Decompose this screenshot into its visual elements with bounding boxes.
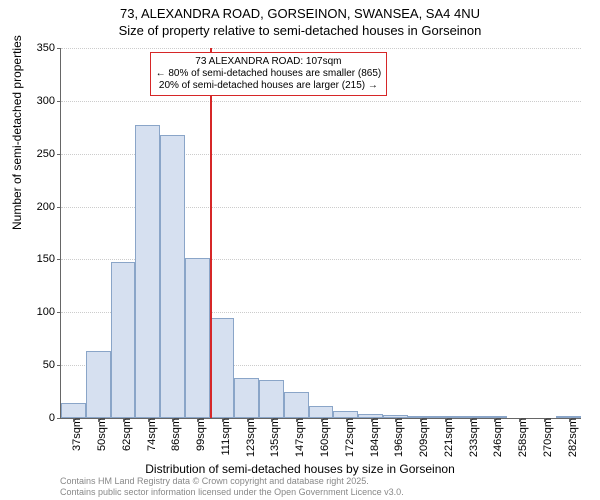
title-line-2: Size of property relative to semi-detach… bbox=[0, 23, 600, 40]
xtick-label: 111sqm bbox=[216, 418, 232, 456]
xtick-label: 123sqm bbox=[241, 418, 257, 457]
histogram-bar bbox=[111, 262, 136, 418]
annotation-line-3: 20% of semi-detached houses are larger (… bbox=[156, 80, 382, 92]
histogram-bar bbox=[135, 125, 160, 418]
ytick-label: 250 bbox=[37, 148, 61, 160]
histogram-bar bbox=[259, 380, 284, 418]
x-axis-label: Distribution of semi-detached houses by … bbox=[0, 462, 600, 476]
histogram-bar bbox=[333, 411, 358, 418]
xtick-label: 282sqm bbox=[563, 418, 579, 457]
xtick-label: 147sqm bbox=[290, 418, 306, 457]
histogram-bar bbox=[210, 318, 235, 418]
xtick-label: 74sqm bbox=[142, 418, 158, 451]
gridline bbox=[61, 101, 581, 102]
ytick-label: 100 bbox=[37, 306, 61, 318]
title-block: 73, ALEXANDRA ROAD, GORSEINON, SWANSEA, … bbox=[0, 0, 600, 40]
xtick-label: 233sqm bbox=[464, 418, 480, 457]
xtick-label: 270sqm bbox=[538, 418, 554, 457]
xtick-label: 37sqm bbox=[67, 418, 83, 451]
xtick-label: 86sqm bbox=[166, 418, 182, 451]
xtick-label: 50sqm bbox=[92, 418, 108, 451]
ytick-label: 300 bbox=[37, 95, 61, 107]
chart-container: 73, ALEXANDRA ROAD, GORSEINON, SWANSEA, … bbox=[0, 0, 600, 500]
xtick-label: 221sqm bbox=[439, 418, 455, 457]
histogram-bar bbox=[61, 403, 86, 418]
xtick-label: 258sqm bbox=[513, 418, 529, 457]
marker-line bbox=[210, 48, 212, 418]
footer-line-1: Contains HM Land Registry data © Crown c… bbox=[60, 476, 404, 487]
xtick-label: 209sqm bbox=[414, 418, 430, 457]
y-axis-label: Number of semi-detached properties bbox=[10, 35, 24, 230]
histogram-bar bbox=[86, 351, 111, 418]
footer-block: Contains HM Land Registry data © Crown c… bbox=[60, 476, 404, 498]
annotation-line-1: 73 ALEXANDRA ROAD: 107sqm bbox=[156, 56, 382, 68]
xtick-label: 172sqm bbox=[340, 418, 356, 457]
histogram-bar bbox=[284, 392, 309, 418]
title-line-1: 73, ALEXANDRA ROAD, GORSEINON, SWANSEA, … bbox=[0, 6, 600, 23]
annotation-line-2: ← 80% of semi-detached houses are smalle… bbox=[156, 68, 382, 80]
plot-area: 05010015020025030035037sqm50sqm62sqm74sq… bbox=[60, 48, 581, 419]
footer-line-2: Contains public sector information licen… bbox=[60, 487, 404, 498]
annotation-box: 73 ALEXANDRA ROAD: 107sqm ← 80% of semi-… bbox=[150, 52, 388, 96]
xtick-label: 160sqm bbox=[315, 418, 331, 457]
ytick-label: 200 bbox=[37, 201, 61, 213]
histogram-bar bbox=[309, 406, 334, 418]
ytick-label: 350 bbox=[37, 42, 61, 54]
ytick-label: 0 bbox=[49, 412, 61, 424]
ytick-label: 50 bbox=[43, 359, 61, 371]
histogram-bar bbox=[234, 378, 259, 418]
xtick-label: 184sqm bbox=[365, 418, 381, 457]
xtick-label: 246sqm bbox=[488, 418, 504, 457]
gridline bbox=[61, 48, 581, 49]
histogram-bar bbox=[185, 258, 210, 418]
ytick-label: 150 bbox=[37, 253, 61, 265]
histogram-bar bbox=[160, 135, 185, 418]
xtick-label: 196sqm bbox=[389, 418, 405, 457]
xtick-label: 135sqm bbox=[265, 418, 281, 457]
xtick-label: 62sqm bbox=[117, 418, 133, 451]
xtick-label: 99sqm bbox=[191, 418, 207, 451]
